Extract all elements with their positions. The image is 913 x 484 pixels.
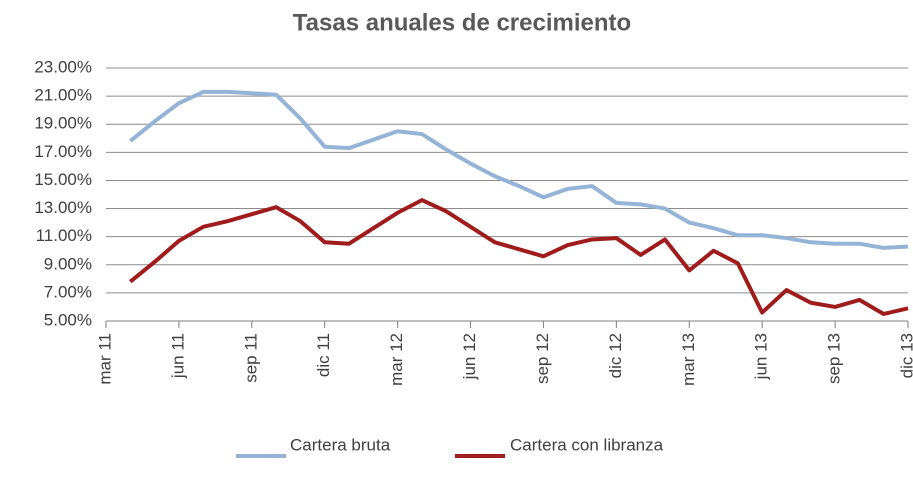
x-tick-label: sep 12	[533, 333, 552, 384]
x-tick-label: sep 13	[825, 333, 844, 384]
x-tick-label: jun 11	[168, 333, 187, 379]
y-tick-label: 23.00%	[34, 57, 92, 76]
x-tick-label: jun 12	[460, 333, 479, 380]
y-tick-label: 5.00%	[44, 310, 92, 329]
x-tick-label: mar 11	[95, 333, 114, 385]
x-tick-label: jun 13	[752, 333, 771, 380]
x-tick-label: mar 12	[387, 333, 406, 386]
y-tick-label: 19.00%	[34, 114, 92, 133]
x-tick-label: dic 13	[897, 333, 913, 378]
y-tick-label: 9.00%	[44, 254, 92, 273]
x-tick-label: dic 11	[314, 333, 333, 377]
x-tick-label: mar 13	[679, 333, 698, 386]
y-tick-label: 7.00%	[44, 282, 92, 301]
legend-label: Cartera bruta	[290, 435, 391, 454]
y-tick-label: 11.00%	[36, 226, 92, 245]
x-tick-label: sep 11	[241, 333, 260, 383]
series-line	[129, 89, 909, 250]
y-tick-label: 21.00%	[34, 86, 92, 105]
y-tick-label: 13.00%	[34, 198, 92, 217]
x-tick-label: dic 12	[606, 333, 625, 378]
y-tick-label: 15.00%	[34, 170, 92, 189]
y-tick-label: 17.00%	[34, 142, 92, 161]
legend-label: Cartera con libranza	[510, 435, 664, 454]
series-line	[129, 198, 909, 316]
chart-title: Tasas anuales de crecimiento	[293, 9, 631, 36]
